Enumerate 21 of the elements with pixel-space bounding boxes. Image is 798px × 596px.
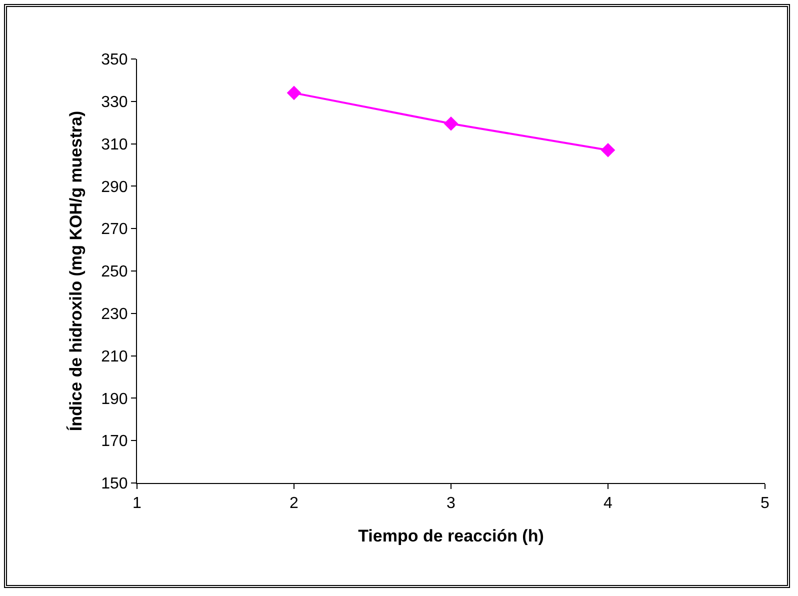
y-tick-label: 230 bbox=[101, 306, 128, 323]
y-axis-title: Índice de hidroxilo (mg KOH/g muestra) bbox=[66, 110, 86, 432]
x-tick-label: 5 bbox=[760, 495, 770, 512]
point bbox=[286, 86, 302, 100]
y-tick-label: 170 bbox=[101, 433, 128, 450]
y-tick-label: 190 bbox=[101, 390, 128, 408]
y-tick-label: 210 bbox=[101, 348, 128, 366]
x-tick-label: 3 bbox=[446, 495, 456, 512]
y-tick-label: 150 bbox=[101, 476, 128, 493]
point bbox=[600, 143, 616, 158]
x-axis-title: Tiempo de reacción (h) bbox=[358, 526, 544, 546]
y-tick-label: 290 bbox=[101, 178, 128, 196]
x-tick-label: 1 bbox=[132, 495, 142, 512]
y-tick-label: 270 bbox=[101, 221, 128, 238]
y-tick-label: 350 bbox=[101, 52, 128, 69]
x-tick-label: 2 bbox=[290, 495, 299, 512]
x-tick-label: 4 bbox=[604, 495, 613, 512]
y-tick-label: 330 bbox=[101, 94, 128, 111]
y-tick-label: 310 bbox=[101, 136, 128, 154]
point bbox=[444, 116, 458, 131]
y-tick-label: 250 bbox=[101, 264, 128, 281]
